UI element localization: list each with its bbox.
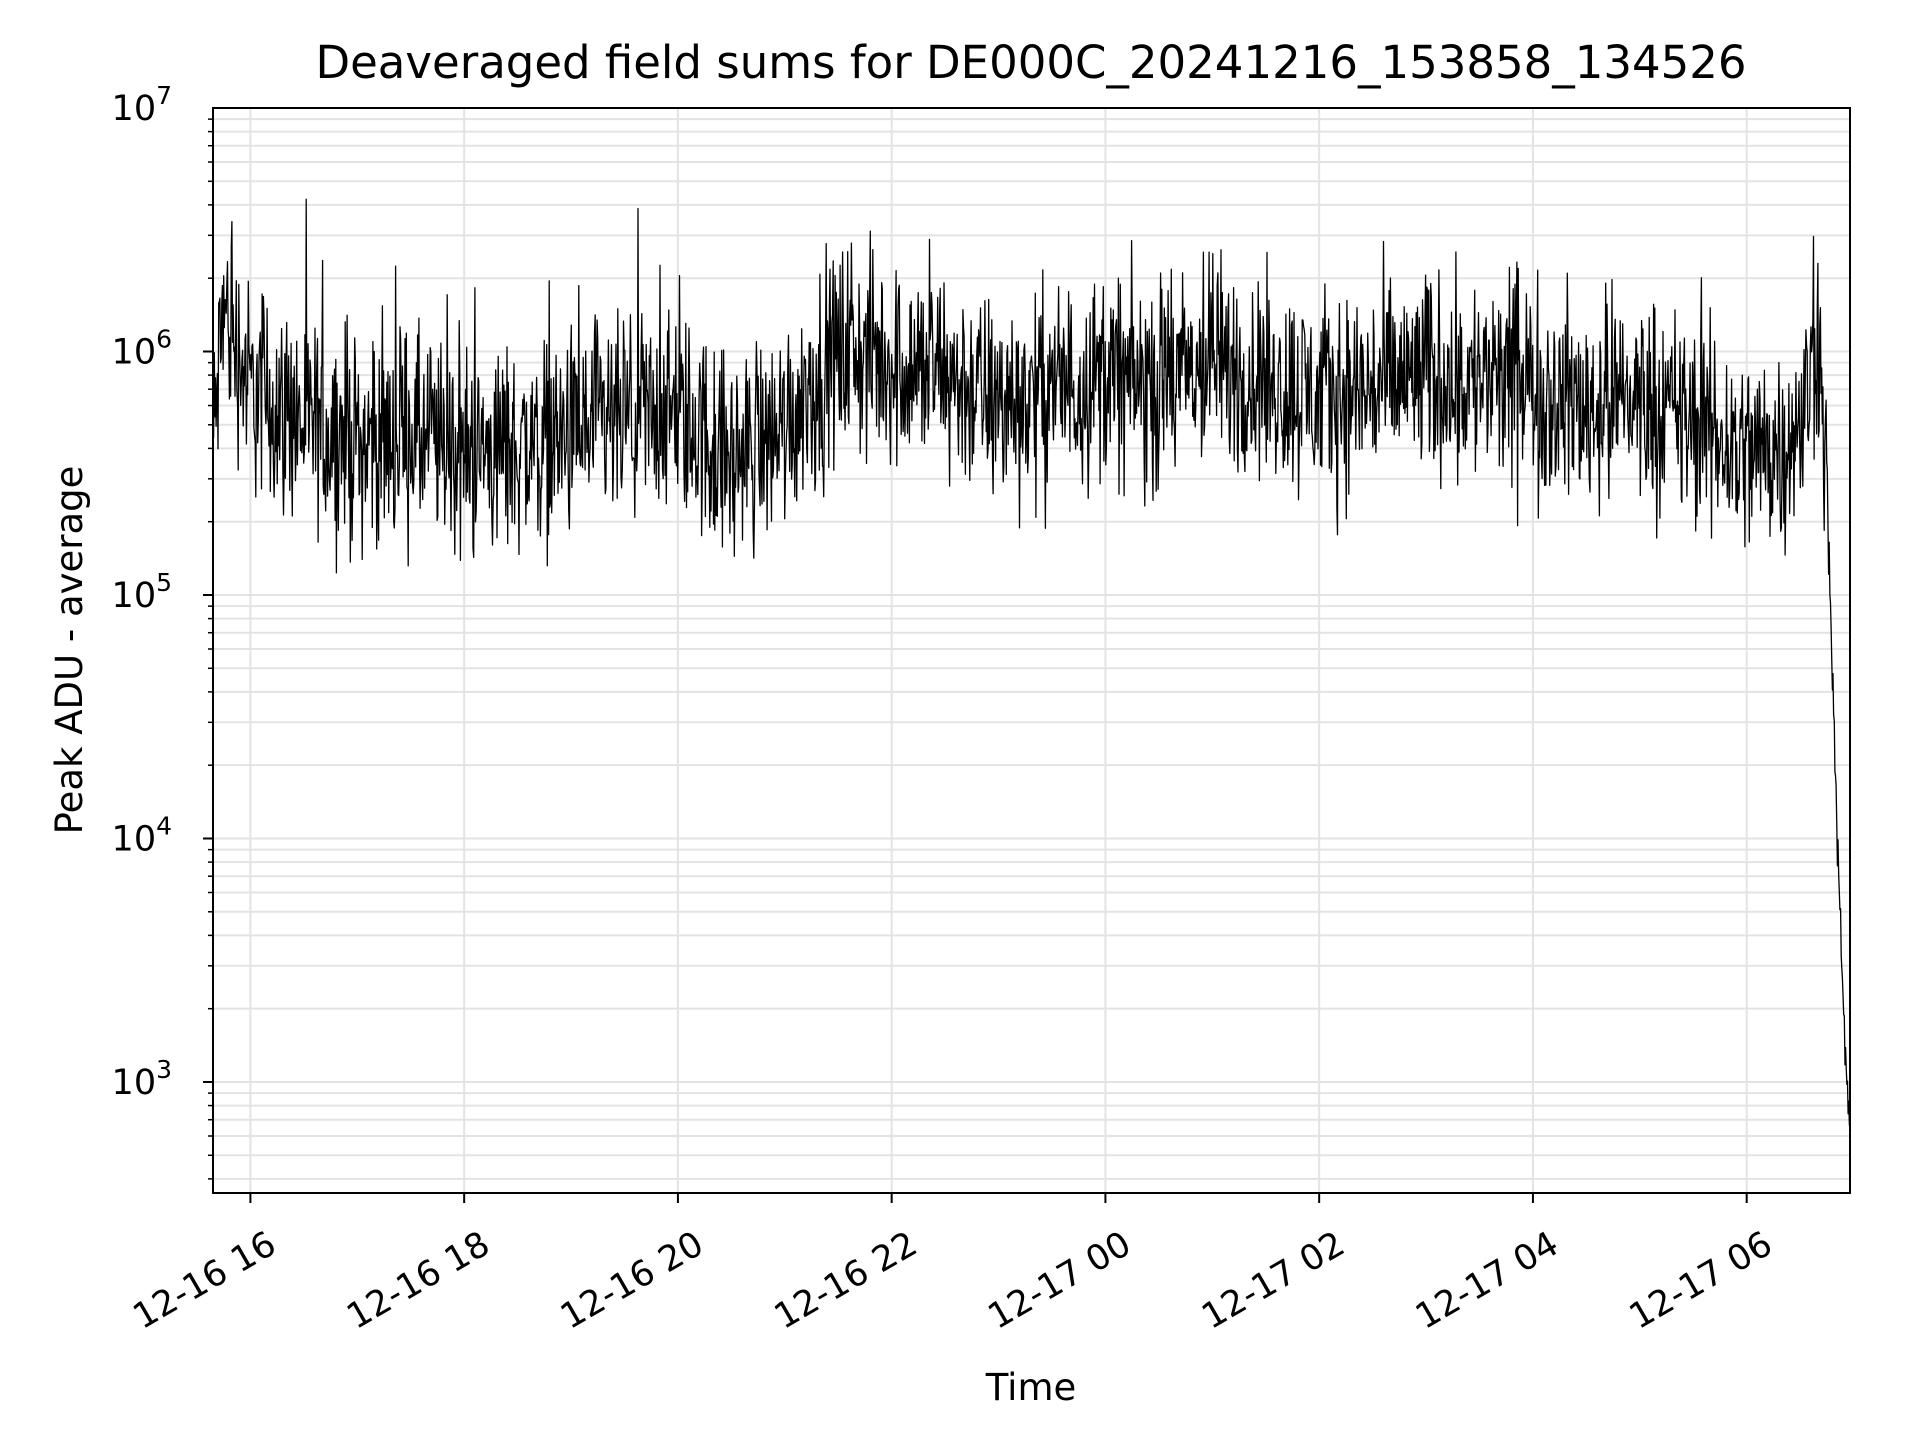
x-axis-label: Time xyxy=(985,1366,1077,1409)
data-line xyxy=(212,198,1851,1129)
y-axis-label: Peak ADU - average xyxy=(48,466,91,835)
data-series-group xyxy=(212,198,1851,1129)
plot-frame xyxy=(212,107,1851,1194)
chart-title: Deaveraged field sums for DE000C_2024121… xyxy=(315,36,1746,89)
